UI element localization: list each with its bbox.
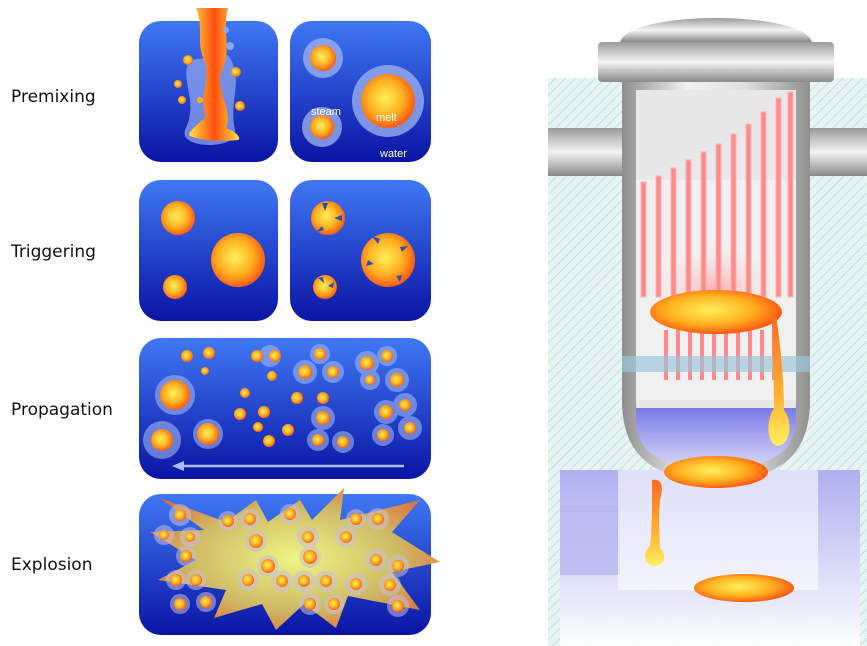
melt-label: melt — [376, 112, 397, 124]
premixing-panel-1 — [139, 8, 278, 162]
triggering-panel-1 — [139, 180, 278, 321]
reactor-vessel — [548, 18, 867, 646]
premixing-panel-2: steam melt water — [290, 21, 431, 162]
water-label: water — [379, 148, 407, 160]
triggering-panel-2 — [290, 180, 431, 321]
steam-label: steam — [311, 106, 341, 118]
propagation-panel — [139, 338, 431, 479]
explosion-panel — [139, 488, 440, 635]
